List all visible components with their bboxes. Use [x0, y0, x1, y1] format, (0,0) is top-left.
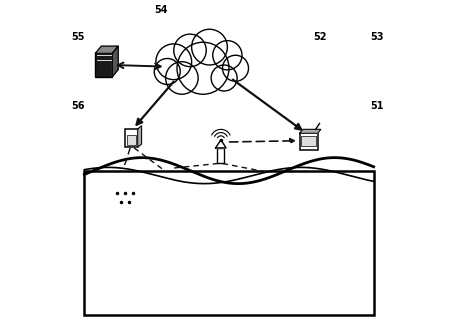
Circle shape	[223, 55, 249, 81]
Polygon shape	[216, 140, 226, 148]
Circle shape	[191, 29, 227, 65]
Polygon shape	[112, 46, 118, 77]
Text: 52: 52	[313, 32, 327, 43]
Bar	[84, 171, 374, 315]
Bar	[95, 53, 112, 77]
Bar	[127, 135, 136, 145]
Polygon shape	[95, 46, 118, 53]
Polygon shape	[300, 129, 321, 133]
Circle shape	[174, 34, 206, 67]
Circle shape	[166, 62, 198, 94]
Text: 55: 55	[71, 32, 85, 43]
Circle shape	[154, 58, 180, 84]
Circle shape	[213, 41, 242, 70]
Circle shape	[211, 65, 237, 91]
Bar	[125, 129, 138, 147]
Text: 54: 54	[154, 5, 168, 15]
Polygon shape	[138, 126, 142, 147]
Text: 56: 56	[71, 101, 85, 111]
Bar	[300, 133, 317, 150]
Circle shape	[156, 44, 191, 80]
Circle shape	[177, 42, 229, 94]
Bar	[217, 148, 224, 162]
Text: 51: 51	[371, 101, 384, 111]
Bar	[301, 136, 316, 146]
Text: 53: 53	[371, 32, 384, 43]
